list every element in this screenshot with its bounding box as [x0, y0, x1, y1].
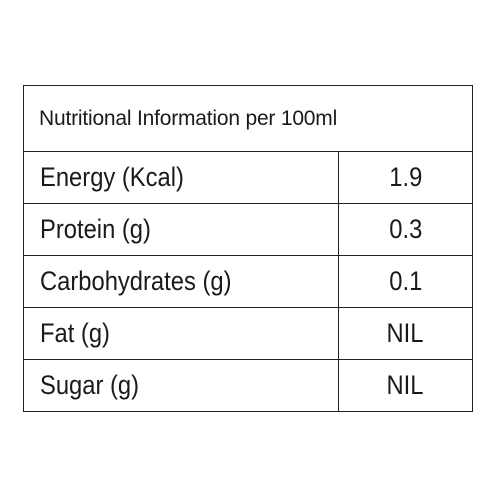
- row-value-cell: 1.9: [339, 152, 472, 203]
- table-row-energy: Energy (Kcal) 1.9: [24, 152, 472, 204]
- row-label: Fat (g): [40, 318, 110, 348]
- row-label-cell: Protein (g): [24, 204, 339, 255]
- row-label: Sugar (g): [40, 370, 140, 400]
- table-header: Nutritional Information per 100ml: [24, 86, 472, 152]
- row-value-cell: 0.1: [339, 256, 472, 307]
- table-row-fat: Fat (g) NIL: [24, 308, 472, 360]
- row-value: 0.3: [388, 214, 423, 244]
- table-row-carbohydrates: Carbohydrates (g) 0.1: [24, 256, 472, 308]
- row-value-cell: 0.3: [339, 204, 472, 255]
- row-value: NIL: [387, 370, 424, 400]
- row-value: 0.1: [388, 266, 423, 296]
- table-row-sugar: Sugar (g) NIL: [24, 360, 472, 411]
- row-label-cell: Energy (Kcal): [24, 152, 339, 203]
- row-label: Energy (Kcal): [40, 162, 184, 192]
- row-label-cell: Carbohydrates (g): [24, 256, 339, 307]
- row-value-cell: NIL: [339, 360, 472, 411]
- row-value: NIL: [387, 318, 424, 348]
- row-label-cell: Sugar (g): [24, 360, 339, 411]
- row-label: Carbohydrates (g): [40, 266, 232, 296]
- row-label-cell: Fat (g): [24, 308, 339, 359]
- nutrition-table: Nutritional Information per 100ml Energy…: [23, 85, 473, 412]
- row-value: 1.9: [388, 162, 423, 192]
- row-label: Protein (g): [40, 214, 151, 244]
- table-row-protein: Protein (g) 0.3: [24, 204, 472, 256]
- row-value-cell: NIL: [339, 308, 472, 359]
